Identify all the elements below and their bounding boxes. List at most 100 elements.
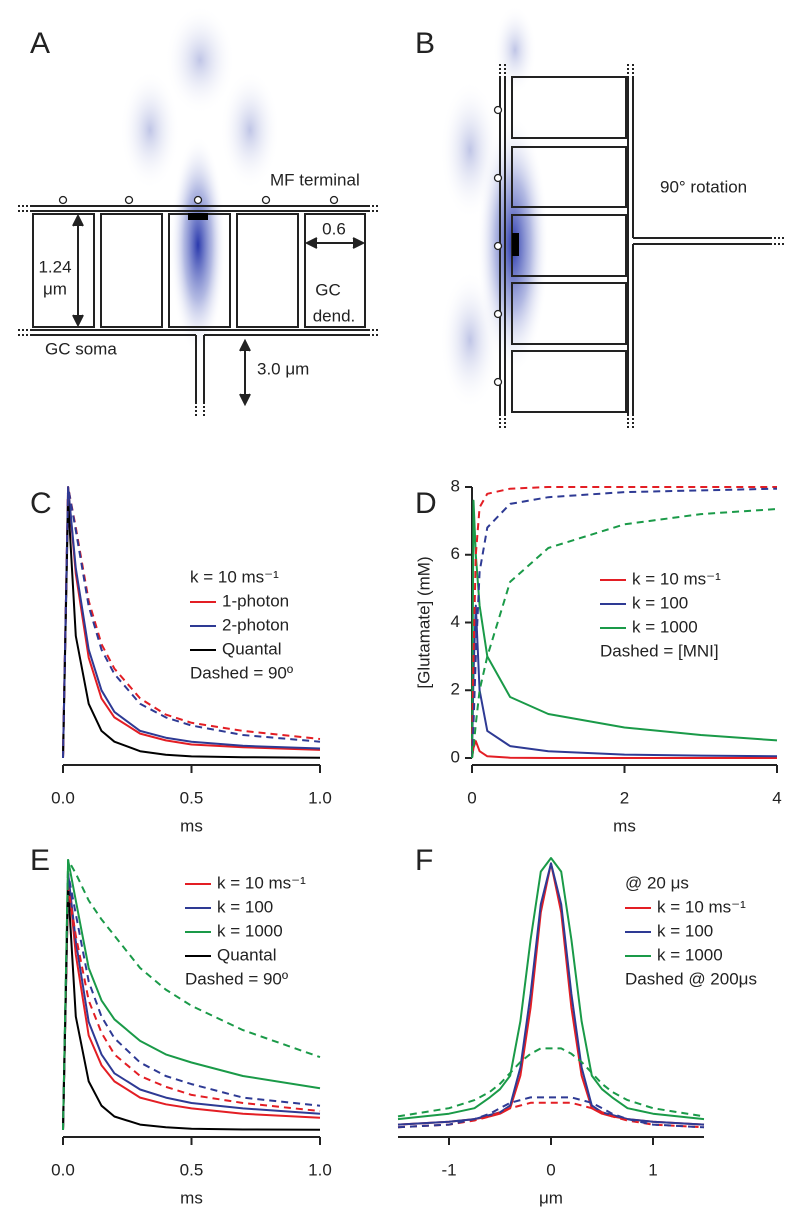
- x-axis-label: μm: [539, 1188, 563, 1207]
- panel-label: D: [415, 487, 437, 520]
- series-line: [62, 486, 321, 759]
- panel-label: F: [415, 844, 433, 877]
- dendrite-box: [32, 213, 95, 328]
- legend-note: Dashed = [MNI]: [600, 641, 719, 660]
- legend-label: k = 10 ms⁻¹: [632, 569, 721, 588]
- series-line: [471, 508, 778, 759]
- label: MF terminal: [270, 170, 360, 189]
- legend-note: Dashed = 90º: [185, 969, 288, 988]
- x-tick-label: 0.5: [180, 1160, 204, 1179]
- legend-title: k = 10 ms⁻¹: [190, 567, 279, 586]
- release-site: [493, 105, 503, 115]
- label: 1.24: [38, 257, 71, 276]
- series-line: [397, 1096, 705, 1129]
- receptor-patch: [512, 233, 519, 256]
- arrow-head: [304, 237, 366, 249]
- release-site: [493, 173, 503, 183]
- panel-label: B: [415, 27, 435, 60]
- series-line: [62, 872, 321, 1131]
- series-line: [62, 872, 321, 1131]
- legend-label: k = 10 ms⁻¹: [217, 873, 306, 892]
- glow: [120, 70, 180, 190]
- legend-label: k = 100: [632, 593, 688, 612]
- x-axis-label: ms: [180, 816, 203, 835]
- legend-note: Dashed = 90º: [190, 663, 293, 682]
- series-line: [62, 486, 321, 759]
- x-tick-label: 0.0: [51, 788, 75, 807]
- arrow-head: [72, 213, 84, 328]
- release-site: [193, 195, 203, 205]
- y-tick-label: 4: [451, 612, 460, 631]
- series-line: [62, 859, 321, 1131]
- y-tick-label: 8: [451, 476, 460, 495]
- label: 0.6: [322, 219, 346, 238]
- series-line: [62, 859, 321, 1131]
- panel-label: A: [30, 27, 50, 60]
- label: 3.0 μm: [257, 359, 309, 378]
- dendrite-box: [511, 282, 627, 345]
- release-site: [124, 195, 134, 205]
- x-tick-label: 0.5: [180, 788, 204, 807]
- legend-label: k = 100: [217, 897, 273, 916]
- y-tick-label: 6: [451, 544, 460, 563]
- glow: [170, 135, 226, 355]
- legend-label: Quantal: [217, 945, 277, 964]
- label: 90° rotation: [660, 177, 747, 196]
- series-line: [471, 486, 777, 759]
- dendrite-box: [236, 213, 299, 328]
- series-line: [471, 487, 778, 759]
- label: dend.: [313, 306, 356, 325]
- legend-label: k = 1000: [632, 617, 698, 636]
- series-line: [397, 1047, 705, 1118]
- x-tick-label: 0.0: [51, 1160, 75, 1179]
- receptor-patch: [188, 213, 208, 220]
- x-tick-label: -1: [441, 1160, 456, 1179]
- release-site: [58, 195, 68, 205]
- arrow-head: [239, 338, 251, 407]
- x-axis-label: ms: [613, 816, 636, 835]
- y-tick-label: 0: [451, 747, 460, 766]
- x-tick-label: 1.0: [308, 1160, 332, 1179]
- series-line: [62, 486, 321, 759]
- legend-label: k = 100: [657, 921, 713, 940]
- x-tick-label: 1: [648, 1160, 657, 1179]
- dendrite-box: [511, 146, 627, 208]
- x-axis-label: ms: [180, 1188, 203, 1207]
- glow: [220, 70, 280, 190]
- legend-title: @ 20 μs: [625, 873, 689, 892]
- series-line: [471, 499, 778, 759]
- series-line: [471, 604, 778, 759]
- label: GC soma: [45, 339, 117, 358]
- panel-label: C: [30, 487, 52, 520]
- x-tick-label: 0: [546, 1160, 555, 1179]
- legend-label: k = 1000: [217, 921, 283, 940]
- label: μm: [43, 279, 67, 298]
- legend-label: k = 1000: [657, 945, 723, 964]
- x-tick-label: 0: [467, 788, 476, 807]
- y-tick-label: 2: [451, 680, 460, 699]
- label: GC: [315, 280, 341, 299]
- release-site: [493, 309, 503, 319]
- dendrite-box: [511, 350, 627, 413]
- legend-note: Dashed @ 200μs: [625, 969, 757, 988]
- release-site: [493, 241, 503, 251]
- legend-label: 2-photon: [222, 615, 289, 634]
- panel-label: E: [30, 844, 50, 877]
- series-line: [397, 862, 705, 1126]
- y-axis-label: [Glutamate] (mM): [414, 556, 433, 688]
- dendrite-box: [100, 213, 163, 328]
- series-line: [397, 857, 705, 1121]
- diagram-a: [18, 5, 380, 416]
- series-line: [62, 499, 321, 759]
- series-line: [397, 1101, 705, 1129]
- release-site: [261, 195, 271, 205]
- release-site: [329, 195, 339, 205]
- x-tick-label: 2: [620, 788, 629, 807]
- x-tick-label: 4: [772, 788, 781, 807]
- dendrite-box: [511, 76, 627, 139]
- series-line: [62, 886, 321, 1131]
- release-site: [493, 377, 503, 387]
- dendrite-box: [304, 213, 366, 328]
- x-tick-label: 1.0: [308, 788, 332, 807]
- legend-label: k = 10 ms⁻¹: [657, 897, 746, 916]
